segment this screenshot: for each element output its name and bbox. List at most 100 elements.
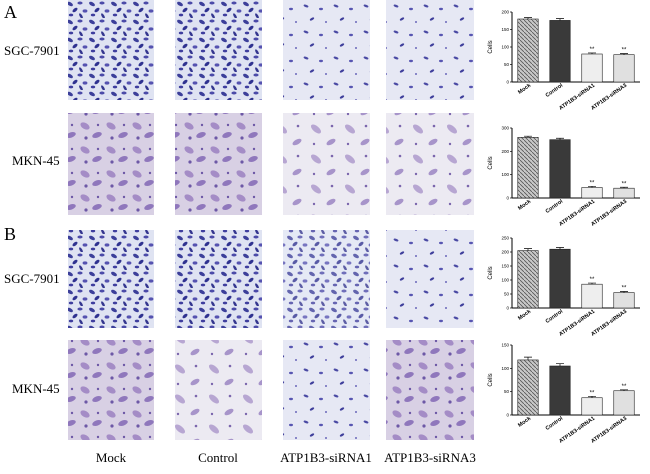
bar — [581, 397, 603, 416]
micrograph — [68, 0, 154, 100]
error-bar — [588, 282, 596, 285]
bar — [517, 18, 539, 83]
x-tick-label: Mock — [517, 198, 533, 212]
column-label: Mock — [96, 450, 127, 465]
bar — [581, 187, 603, 199]
error-bar — [556, 363, 564, 366]
y-tick-label: 250 — [501, 236, 509, 241]
y-axis-label: Cells — [488, 373, 494, 386]
x-tick-label: Control — [545, 415, 565, 431]
micrograph — [386, 0, 474, 100]
y-tick-label: 300 — [501, 126, 509, 131]
y-axis-label: Cells — [488, 266, 494, 279]
panel-label: A — [4, 2, 17, 22]
bar-chart: Cells 0 50 100 150 200 250 Mock Control ATP1B3-si… — [488, 236, 640, 338]
bar — [549, 365, 571, 416]
row-label: MKN-45 — [12, 381, 60, 396]
micrograph — [175, 230, 262, 328]
y-tick-label: 200 — [501, 149, 509, 154]
x-tick-label: ATP1B3-siRNA3 — [590, 309, 628, 338]
error-bar — [524, 248, 532, 251]
micrographs — [68, 0, 474, 440]
error-bar — [556, 247, 564, 250]
y-tick-label: 150 — [501, 264, 509, 269]
significance-mark: ** — [590, 390, 595, 396]
significance-mark: ** — [622, 48, 627, 54]
row-label: SGC-7901 — [4, 271, 60, 286]
bar — [613, 292, 635, 309]
panel-label: B — [4, 224, 16, 244]
x-tick-label: ATP1B3-siRNA3 — [590, 83, 628, 112]
error-bar — [620, 186, 628, 189]
x-tick-label: ATP1B3-siRNA3 — [590, 416, 628, 445]
row-label: SGC-7901 — [4, 43, 60, 58]
bar — [549, 20, 571, 83]
y-tick-label: 100 — [501, 278, 509, 283]
bar — [613, 54, 635, 83]
significance-mark: ** — [622, 384, 627, 390]
y-tick-label: 200 — [501, 250, 509, 255]
bar — [517, 137, 539, 199]
micrograph — [283, 0, 370, 100]
error-bar — [556, 137, 564, 140]
y-axis-label: Cells — [488, 156, 494, 169]
x-tick-label: Mock — [517, 415, 533, 429]
micrograph — [175, 0, 262, 100]
micrograph — [283, 340, 370, 440]
y-tick-label: 100 — [501, 366, 509, 371]
error-bar — [556, 18, 564, 21]
micrograph — [386, 113, 474, 215]
column-label: Control — [198, 450, 238, 465]
micrograph — [68, 230, 154, 328]
significance-mark: ** — [622, 181, 627, 187]
x-tick-label: Mock — [517, 308, 533, 322]
bar — [517, 359, 539, 416]
error-bar — [524, 17, 532, 19]
micrograph — [68, 113, 154, 215]
significance-mark: ** — [590, 180, 595, 186]
bar — [613, 187, 635, 199]
y-tick-label: 50 — [504, 62, 510, 67]
micrograph — [175, 340, 262, 440]
bar — [613, 390, 635, 416]
column-label: ATP1B3-siRNA3 — [384, 450, 476, 465]
row-label: MKN-45 — [12, 153, 60, 168]
x-tick-label: Control — [545, 82, 565, 98]
y-tick-label: 0 — [506, 196, 509, 201]
bar — [581, 283, 603, 309]
y-tick-label: 150 — [501, 27, 509, 32]
micrograph — [283, 113, 370, 215]
error-bar — [524, 135, 532, 138]
y-tick-label: 200 — [501, 10, 509, 15]
error-bar — [620, 389, 628, 391]
error-bar — [620, 291, 628, 293]
y-tick-label: 150 — [501, 343, 509, 348]
column-label: ATP1B3-siRNA1 — [280, 450, 372, 465]
significance-mark: ** — [590, 277, 595, 283]
error-bar — [588, 185, 596, 188]
y-tick-label: 0 — [506, 413, 509, 418]
x-tick-label: Control — [545, 308, 565, 324]
bar — [517, 250, 539, 309]
error-bar — [588, 52, 596, 54]
x-tick-label: Mock — [517, 82, 533, 96]
y-tick-label: 100 — [501, 45, 509, 50]
micrograph — [68, 340, 154, 440]
y-tick-label: 50 — [504, 292, 510, 297]
x-tick-label: Control — [545, 198, 565, 214]
micrograph — [386, 340, 474, 440]
error-bar — [588, 395, 596, 398]
significance-mark: ** — [622, 285, 627, 291]
bar — [549, 139, 571, 199]
y-axis-label: Cells — [488, 40, 494, 53]
y-tick-label: 100 — [501, 172, 509, 177]
y-tick-label: 0 — [506, 80, 509, 85]
significance-mark: ** — [590, 47, 595, 53]
y-tick-label: 50 — [504, 389, 510, 394]
bar-chart: Cells 0 50 100 150 200 Mock Control ATP1B3-siRNA… — [488, 10, 640, 112]
micrograph — [175, 113, 262, 215]
micrograph — [283, 230, 370, 328]
bar — [581, 53, 603, 83]
